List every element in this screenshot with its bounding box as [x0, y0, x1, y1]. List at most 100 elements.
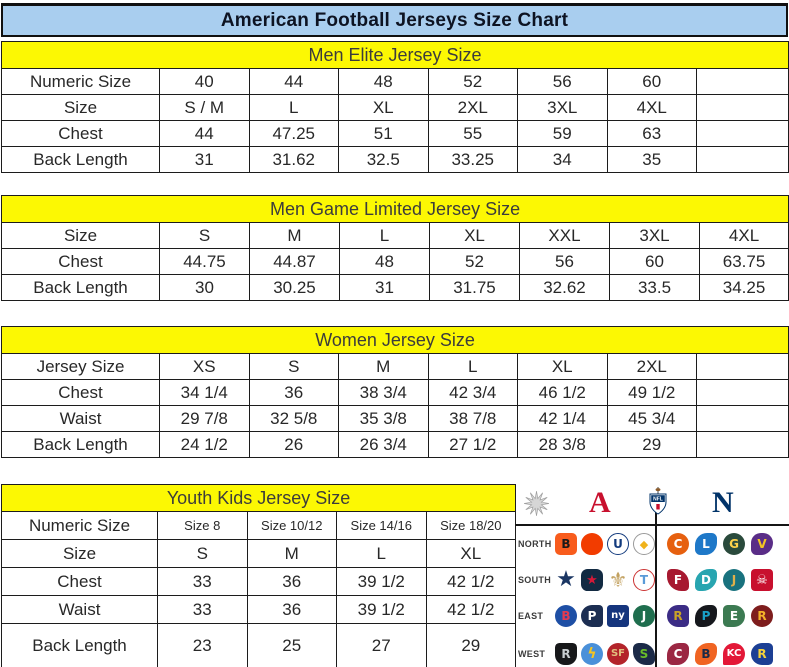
cardinals-logo: C: [667, 643, 689, 665]
cell: XS: [159, 353, 250, 380]
cell: M: [338, 353, 429, 380]
cell: 44: [248, 68, 339, 95]
colts-logo: U: [607, 533, 629, 555]
titans-logo: T: [633, 569, 655, 591]
table-row: Chest 44.75 44.87 48 52 56 60 63.75: [1, 248, 789, 275]
row-label-cell: Numeric Size: [1, 511, 158, 540]
cell: Size 14/16: [336, 511, 427, 540]
cell: 52: [429, 248, 520, 275]
cell: 32.5: [338, 146, 429, 173]
ravens-logo: R: [667, 605, 689, 627]
division-label: NORTH: [518, 539, 552, 549]
broncos-logo: B: [695, 643, 717, 665]
cell: XL: [338, 94, 429, 121]
cell: 38 7/8: [427, 405, 518, 432]
cell: 42 1/4: [517, 405, 608, 432]
cowboys-logo: ★: [556, 567, 576, 592]
jets-logo: J: [633, 605, 655, 627]
cell: 48: [339, 248, 430, 275]
cell: L: [248, 94, 339, 121]
afc-east-logos: B P ny J: [555, 605, 657, 627]
vikings-logo: V: [751, 533, 773, 555]
cell: 44.87: [249, 248, 340, 275]
bears-logo: C: [667, 533, 689, 555]
table-caption: Women Jersey Size: [0, 326, 789, 354]
division-row-west: WEST R ϟ SF S C B KC R: [515, 634, 789, 667]
division-row-south: SOUTH ★ ★ ⚜ T F D J ☠: [515, 562, 789, 598]
cell: 27: [336, 623, 427, 667]
row-label-cell: Jersey Size: [1, 353, 160, 380]
division-label: EAST: [518, 611, 544, 621]
cell: S: [157, 539, 248, 568]
fortyniners-logo: SF: [607, 643, 629, 665]
cell: 35: [606, 146, 697, 173]
giants-logo: ny: [607, 605, 629, 627]
table-caption: Youth Kids Jersey Size: [0, 484, 517, 512]
row-label-cell: Chest: [1, 379, 160, 406]
table-caption-row: Men Game Limited Jersey Size: [0, 195, 789, 223]
cell: 63: [606, 120, 697, 147]
cell: 30: [159, 274, 250, 301]
men-elite-size-table: Men Elite Jersey Size Numeric Size 40 44…: [0, 41, 789, 173]
nfl-shield-icon: NFL: [649, 486, 667, 521]
cell: 52: [427, 68, 518, 95]
cell: 44.75: [159, 248, 250, 275]
empty-cell: [695, 379, 789, 406]
row-label-cell: Numeric Size: [1, 68, 160, 95]
cell: 3XL: [609, 222, 700, 249]
cell: 63.75: [698, 248, 789, 275]
cell: 32 5/8: [248, 405, 339, 432]
bottom-zone: Youth Kids Jersey Size Numeric Size Size…: [0, 484, 789, 667]
cell: 56: [519, 248, 610, 275]
cell: Size 8: [157, 511, 248, 540]
starburst-icon: [523, 490, 550, 522]
cell: 26: [248, 431, 339, 458]
jaguars-logo: J: [723, 569, 745, 591]
afc-west-logos: R ϟ SF S: [555, 643, 657, 665]
table-caption-row: Youth Kids Jersey Size: [0, 484, 517, 512]
cell: 38 3/4: [338, 379, 429, 406]
cell: 25: [246, 623, 337, 667]
cell: 33.25: [427, 146, 518, 173]
table-row: Chest 33 36 39 1/2 42 1/2: [1, 567, 517, 596]
row-label-cell: Back Length: [1, 431, 160, 458]
cell: 2XL: [427, 94, 518, 121]
conference-divider: [655, 504, 657, 667]
saints-logo: ⚜: [608, 567, 628, 592]
cell: L: [427, 353, 518, 380]
cell: 42 1/2: [425, 567, 517, 596]
table-row: Size S M L XL XXL 3XL 4XL: [1, 222, 789, 249]
nfc-west-logos: C B KC R: [657, 643, 773, 665]
afc-south-logos: ★ ★ ⚜ T: [555, 569, 657, 591]
table-row: Back Length 23 25 27 29: [1, 623, 517, 667]
cell: 29 7/8: [159, 405, 250, 432]
cell: 34: [517, 146, 608, 173]
seahawks-logo: S: [633, 643, 655, 665]
cell: 31: [159, 146, 250, 173]
row-label-cell: Waist: [1, 595, 158, 624]
cell: 39 1/2: [336, 595, 427, 624]
row-label-cell: Back Length: [1, 274, 160, 301]
cell: 26 3/4: [338, 431, 429, 458]
cell: 31.62: [248, 146, 339, 173]
lions-logo: L: [695, 533, 717, 555]
cell: 59: [517, 120, 608, 147]
row-label-cell: Size: [1, 222, 160, 249]
men-game-limited-size-table: Men Game Limited Jersey Size Size S M L …: [0, 195, 789, 301]
cell: 44: [159, 120, 250, 147]
nfl-panel-header: A NFL N: [515, 484, 789, 526]
table-row: Size S M L XL: [1, 539, 517, 568]
empty-cell: [695, 120, 789, 147]
cell: 47.25: [248, 120, 339, 147]
cell: S: [248, 353, 339, 380]
cell: 2XL: [606, 353, 697, 380]
rams-logo: R: [751, 643, 773, 665]
cell: 36: [246, 595, 337, 624]
nfc-south-logos: F D J ☠: [657, 569, 773, 591]
steelers-logo: ◆: [633, 533, 655, 555]
cell: 32.62: [519, 274, 610, 301]
cell: 28 3/8: [517, 431, 608, 458]
cell: 42 3/4: [427, 379, 518, 406]
table-row: Jersey Size XS S M L XL 2XL: [1, 353, 789, 380]
